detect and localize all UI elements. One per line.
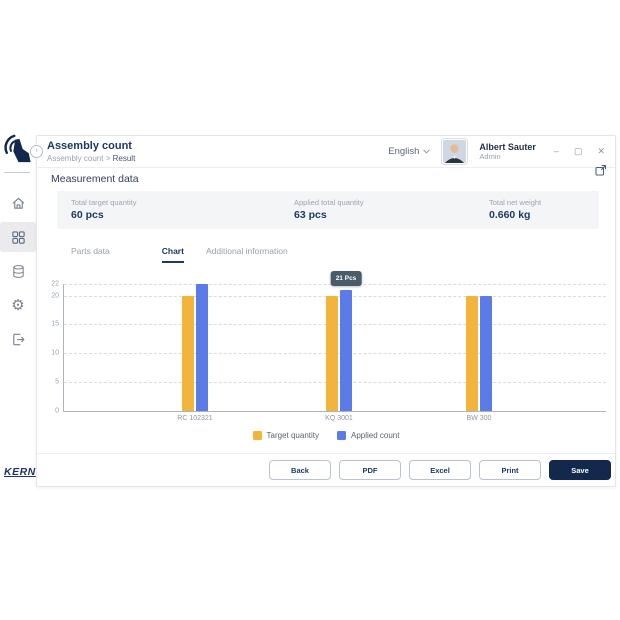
legend-swatch xyxy=(337,431,346,440)
sidebar-collapse-toggle[interactable]: › xyxy=(30,145,43,158)
legend-swatch xyxy=(252,431,262,440)
breadcrumb: Assembly count > Result xyxy=(47,154,135,163)
sidebar: ⚙ KERN xyxy=(0,130,36,490)
tab-parts-data[interactable]: Parts data xyxy=(71,246,110,256)
breadcrumb-current: Result xyxy=(112,154,136,164)
summary-item: Total net weight 0.660 kg xyxy=(489,198,541,223)
bar-target-quantity-rc-102321[interactable] xyxy=(182,295,194,411)
tabs: Parts data Chart Additional information xyxy=(71,246,288,263)
apps-grid-icon xyxy=(11,230,25,244)
avatar[interactable] xyxy=(442,139,468,164)
user-photo xyxy=(443,140,467,163)
bar-chart: 0 5 10 15 20 22 RC 102321 KQ 3001 BW 300 21 Pcs xyxy=(51,270,606,422)
sidebar-item-logout[interactable] xyxy=(0,324,36,354)
chart-legend: Target quantity Applied count xyxy=(37,431,615,440)
tab-chart[interactable]: Chart xyxy=(161,246,184,263)
sidebar-item-home[interactable] xyxy=(0,188,36,218)
print-button[interactable]: Print xyxy=(479,460,541,480)
bar-target-quantity-bw-300[interactable] xyxy=(466,295,478,411)
title-block: Assembly count Assembly count > Result xyxy=(47,140,135,164)
save-button[interactable]: Save xyxy=(549,460,611,480)
breadcrumb-separator: > xyxy=(105,154,111,164)
user-block: Albert Sauter Admin xyxy=(479,142,536,162)
home-icon xyxy=(12,197,24,209)
close-icon[interactable]: ✕ xyxy=(597,146,605,156)
window-header: Assembly count Assembly count > Result E… xyxy=(37,136,615,168)
database-icon xyxy=(12,264,24,278)
chevron-down-icon xyxy=(423,149,431,154)
excel-button[interactable]: Excel xyxy=(409,460,471,480)
breadcrumb-parent[interactable]: Assembly count xyxy=(47,154,104,164)
legend-item-applied-count: Applied count xyxy=(337,431,399,440)
maximize-icon[interactable]: ▢ xyxy=(573,146,583,156)
easytouch-logo-icon xyxy=(4,134,31,163)
logout-icon xyxy=(12,333,24,345)
back-button[interactable]: Back xyxy=(269,460,331,480)
summary-label: Total target quantity xyxy=(71,197,137,207)
legend-label: Target quantity xyxy=(266,431,319,440)
bar-applied-count-rc-102321[interactable] xyxy=(196,284,208,411)
y-axis-tick: 22 xyxy=(51,280,59,288)
y-axis-tick: 0 xyxy=(55,407,59,415)
summary-value: 60 pcs xyxy=(71,209,104,222)
summary-label: Total net weight xyxy=(489,197,542,207)
bar-applied-count-bw-300[interactable] xyxy=(480,295,492,411)
sidebar-item-settings[interactable]: ⚙ xyxy=(0,290,36,320)
footer-divider xyxy=(37,453,615,454)
x-axis-label: BW 300 xyxy=(466,415,492,422)
y-axis-tick: 20 xyxy=(51,292,59,300)
sidebar-item-database[interactable] xyxy=(0,256,36,286)
sidebar-divider xyxy=(4,172,30,173)
pdf-button[interactable]: PDF xyxy=(339,460,401,480)
user-name: Albert Sauter xyxy=(479,141,536,152)
language-label: English xyxy=(388,146,420,157)
x-axis-label: RC 102321 xyxy=(177,415,213,422)
app-window: Assembly count Assembly count > Result E… xyxy=(36,135,616,487)
y-axis-tick: 10 xyxy=(51,349,59,357)
panel-title: Measurement data xyxy=(51,173,139,185)
x-axis-label: KQ 3001 xyxy=(325,415,353,422)
bar-applied-count-kq-3001[interactable] xyxy=(340,289,352,411)
y-axis-tick: 5 xyxy=(55,378,59,386)
page-title: Assembly count xyxy=(47,139,132,152)
gear-icon: ⚙ xyxy=(11,295,25,314)
legend-label: Applied count xyxy=(351,431,400,440)
kern-brand-logo[interactable]: KERN xyxy=(4,466,36,478)
summary-item: Total target quantity 60 pcs xyxy=(71,198,294,223)
sidebar-item-apps[interactable] xyxy=(0,222,36,252)
y-axis-tick: 15 xyxy=(51,320,59,328)
chart-tooltip: 21 Pcs xyxy=(330,270,362,286)
summary-value: 0.660 kg xyxy=(489,209,531,222)
bar-target-quantity-kq-3001[interactable] xyxy=(326,295,338,411)
legend-item-target-quantity: Target quantity xyxy=(252,431,319,440)
header-right: English Albert Sauter Admin xyxy=(388,139,605,164)
user-role: Admin xyxy=(479,152,501,162)
summary-value: 63 pcs xyxy=(294,209,327,222)
tab-additional-information[interactable]: Additional information xyxy=(205,246,288,256)
expand-icon[interactable] xyxy=(595,164,607,176)
summary-label: Applied total quantity xyxy=(294,197,364,207)
language-selector[interactable]: English xyxy=(388,146,431,157)
summary-strip: Total target quantity 60 pcs Applied total… xyxy=(57,191,599,229)
summary-item: Applied total quantity 63 pcs xyxy=(294,198,489,223)
action-button-row: Back PDF Excel Print Save xyxy=(269,460,611,480)
minimize-icon[interactable]: – xyxy=(553,146,559,156)
window-controls: – ▢ ✕ xyxy=(554,146,605,157)
